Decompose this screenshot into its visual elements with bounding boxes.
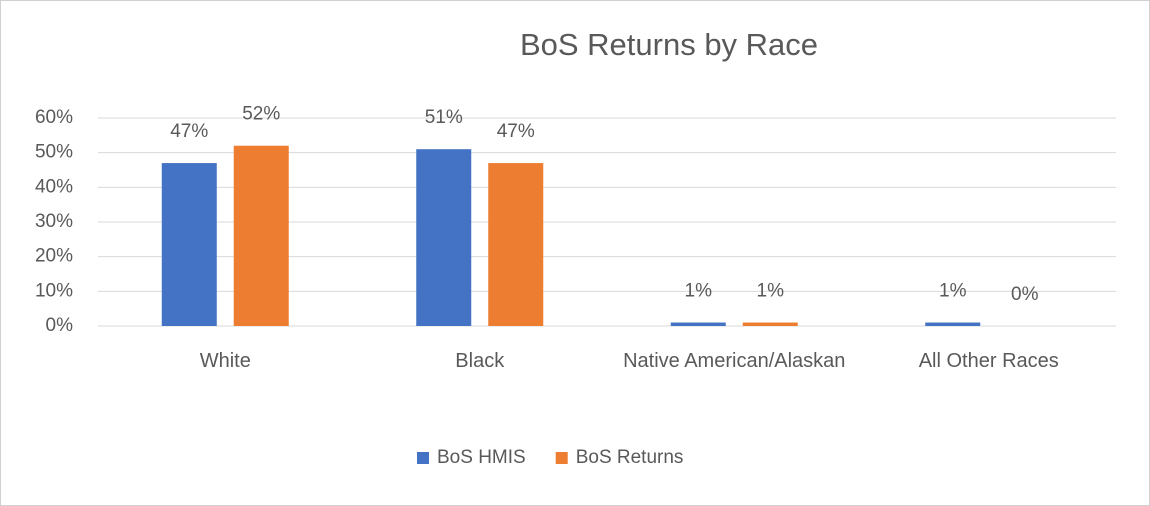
data-label: 47% — [497, 121, 535, 142]
x-tick-label: All Other Races — [918, 350, 1059, 372]
x-tick-label: Black — [455, 350, 505, 372]
data-label: 1% — [685, 281, 713, 302]
legend-swatch — [417, 452, 429, 464]
bar — [161, 163, 217, 326]
y-tick-label: 20% — [35, 246, 73, 267]
data-label: 0% — [1011, 284, 1039, 305]
y-tick-label: 10% — [35, 280, 73, 301]
bar — [670, 322, 726, 326]
x-tick-label: White — [199, 350, 251, 372]
legend-label: BoS Returns — [576, 447, 684, 468]
y-tick-label: 30% — [35, 211, 73, 232]
y-tick-label: 50% — [35, 142, 73, 163]
legend-label: BoS HMIS — [437, 447, 526, 468]
x-tick-label: Native American/Alaskan — [623, 350, 846, 372]
bar — [742, 322, 798, 326]
y-tick-label: 60% — [35, 107, 73, 128]
bar — [925, 322, 981, 326]
y-tick-label: 40% — [35, 176, 73, 197]
chart-title: BoS Returns by Race — [520, 27, 818, 62]
legend-swatch — [555, 452, 568, 464]
bar — [488, 163, 544, 326]
data-label: 47% — [170, 121, 208, 142]
data-label: 52% — [242, 104, 280, 125]
data-label: 1% — [757, 281, 785, 302]
data-label: 51% — [425, 107, 463, 128]
bar — [233, 145, 289, 326]
data-label: 1% — [939, 281, 967, 302]
bar — [416, 149, 472, 326]
y-tick-label: 0% — [46, 315, 74, 336]
